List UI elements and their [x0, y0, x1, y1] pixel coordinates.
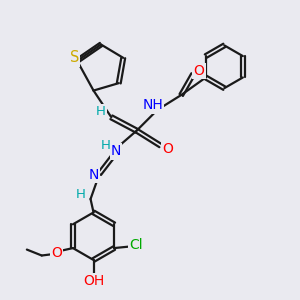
Text: Cl: Cl	[130, 238, 143, 252]
Text: O: O	[162, 142, 173, 155]
Text: N: N	[88, 168, 99, 182]
Text: O: O	[51, 245, 62, 260]
Text: H: H	[76, 188, 86, 201]
Text: H: H	[96, 105, 106, 118]
Text: NH: NH	[142, 98, 163, 112]
Text: O: O	[194, 64, 205, 78]
Text: S: S	[70, 50, 79, 65]
Text: N: N	[111, 145, 121, 158]
Text: H: H	[100, 139, 110, 152]
Text: OH: OH	[83, 274, 104, 288]
